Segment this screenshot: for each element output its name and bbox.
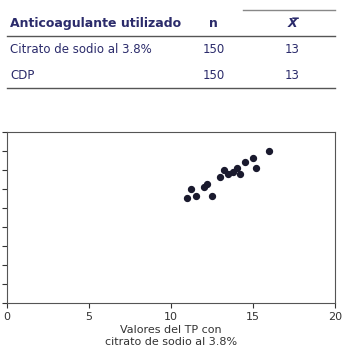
Text: 150: 150 bbox=[202, 69, 225, 82]
Point bbox=[242, 159, 248, 165]
Point bbox=[205, 181, 210, 187]
Point bbox=[193, 193, 198, 199]
Point bbox=[237, 172, 243, 177]
Text: 150: 150 bbox=[202, 43, 225, 56]
Point bbox=[201, 184, 207, 190]
Text: Citrato de sodio al 3.8%: Citrato de sodio al 3.8% bbox=[10, 43, 152, 56]
Point bbox=[226, 172, 231, 177]
Text: CDP: CDP bbox=[10, 69, 35, 82]
Text: 13: 13 bbox=[285, 43, 300, 56]
Point bbox=[250, 156, 256, 161]
Point bbox=[209, 193, 215, 199]
Text: Anticoagulante utilizado: Anticoagulante utilizado bbox=[10, 17, 181, 30]
Point bbox=[234, 165, 239, 171]
Point bbox=[231, 169, 236, 174]
Point bbox=[188, 186, 194, 191]
Text: 13: 13 bbox=[285, 69, 300, 82]
Point bbox=[221, 167, 226, 173]
Text: n: n bbox=[209, 17, 218, 30]
X-axis label: Valores del TP con
citrato de sodio al 3.8%: Valores del TP con citrato de sodio al 3… bbox=[105, 325, 237, 347]
Point bbox=[254, 165, 259, 171]
Point bbox=[267, 148, 272, 153]
Text: Χ̅: Χ̅ bbox=[288, 17, 297, 30]
Point bbox=[185, 196, 190, 201]
Point bbox=[218, 175, 223, 180]
